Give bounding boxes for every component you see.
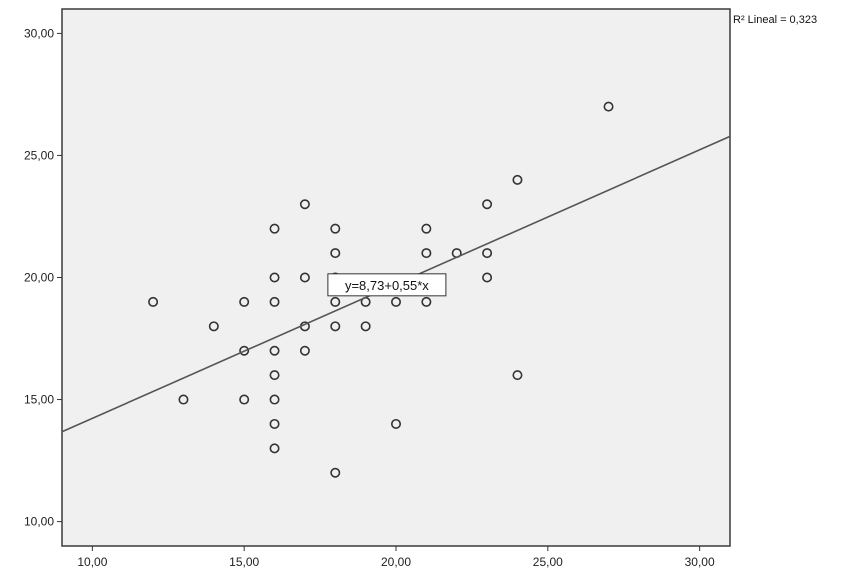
data-point [269,223,280,234]
data-point [269,394,280,405]
data-point [269,418,280,429]
data-point [390,418,401,429]
equation-box-frame [327,273,447,297]
data-point [178,394,189,405]
x-tick-label: 15,00 [229,555,259,569]
x-tick-label: 10,00 [77,555,107,569]
y-tick-label: 10,00 [24,515,54,529]
data-point [208,321,219,332]
data-point [299,199,310,210]
data-point [603,101,614,112]
data-point [269,272,280,283]
data-point [239,394,250,405]
data-point [421,296,432,307]
data-point [299,345,310,356]
data-point [269,370,280,381]
y-tick-label: 25,00 [24,148,54,162]
x-axis: 10,00 15,00 20,00 25,00 30,00 [77,546,715,569]
y-tick-label: 30,00 [24,26,54,40]
data-point [482,199,493,210]
data-point [269,443,280,454]
data-point [512,370,523,381]
data-point [269,296,280,307]
data-point [421,223,432,234]
data-point [512,174,523,185]
data-point [239,345,250,356]
data-point [148,296,159,307]
equation-box: y=8,73+0,55*x [327,273,447,297]
data-points [148,101,614,478]
data-point [482,248,493,259]
data-point [269,345,280,356]
equation-label: y=8,73+0,55*x [345,278,429,293]
data-point [330,467,341,478]
y-tick-label: 15,00 [24,393,54,407]
x-tick-label: 20,00 [381,555,411,569]
x-tick-label: 30,00 [685,555,715,569]
data-point [360,321,371,332]
data-point [330,223,341,234]
data-point [390,296,401,307]
data-point [421,248,432,259]
r-squared-label: R² Lineal = 0,323 [733,14,817,26]
y-axis: 10,00 15,00 20,00 25,00 30,00 [24,26,62,529]
data-point [239,296,250,307]
data-point [482,272,493,283]
y-tick-label: 20,00 [24,271,54,285]
data-point [330,296,341,307]
data-point [299,272,310,283]
data-point [330,248,341,259]
data-point [330,321,341,332]
x-tick-label: 25,00 [533,555,563,569]
